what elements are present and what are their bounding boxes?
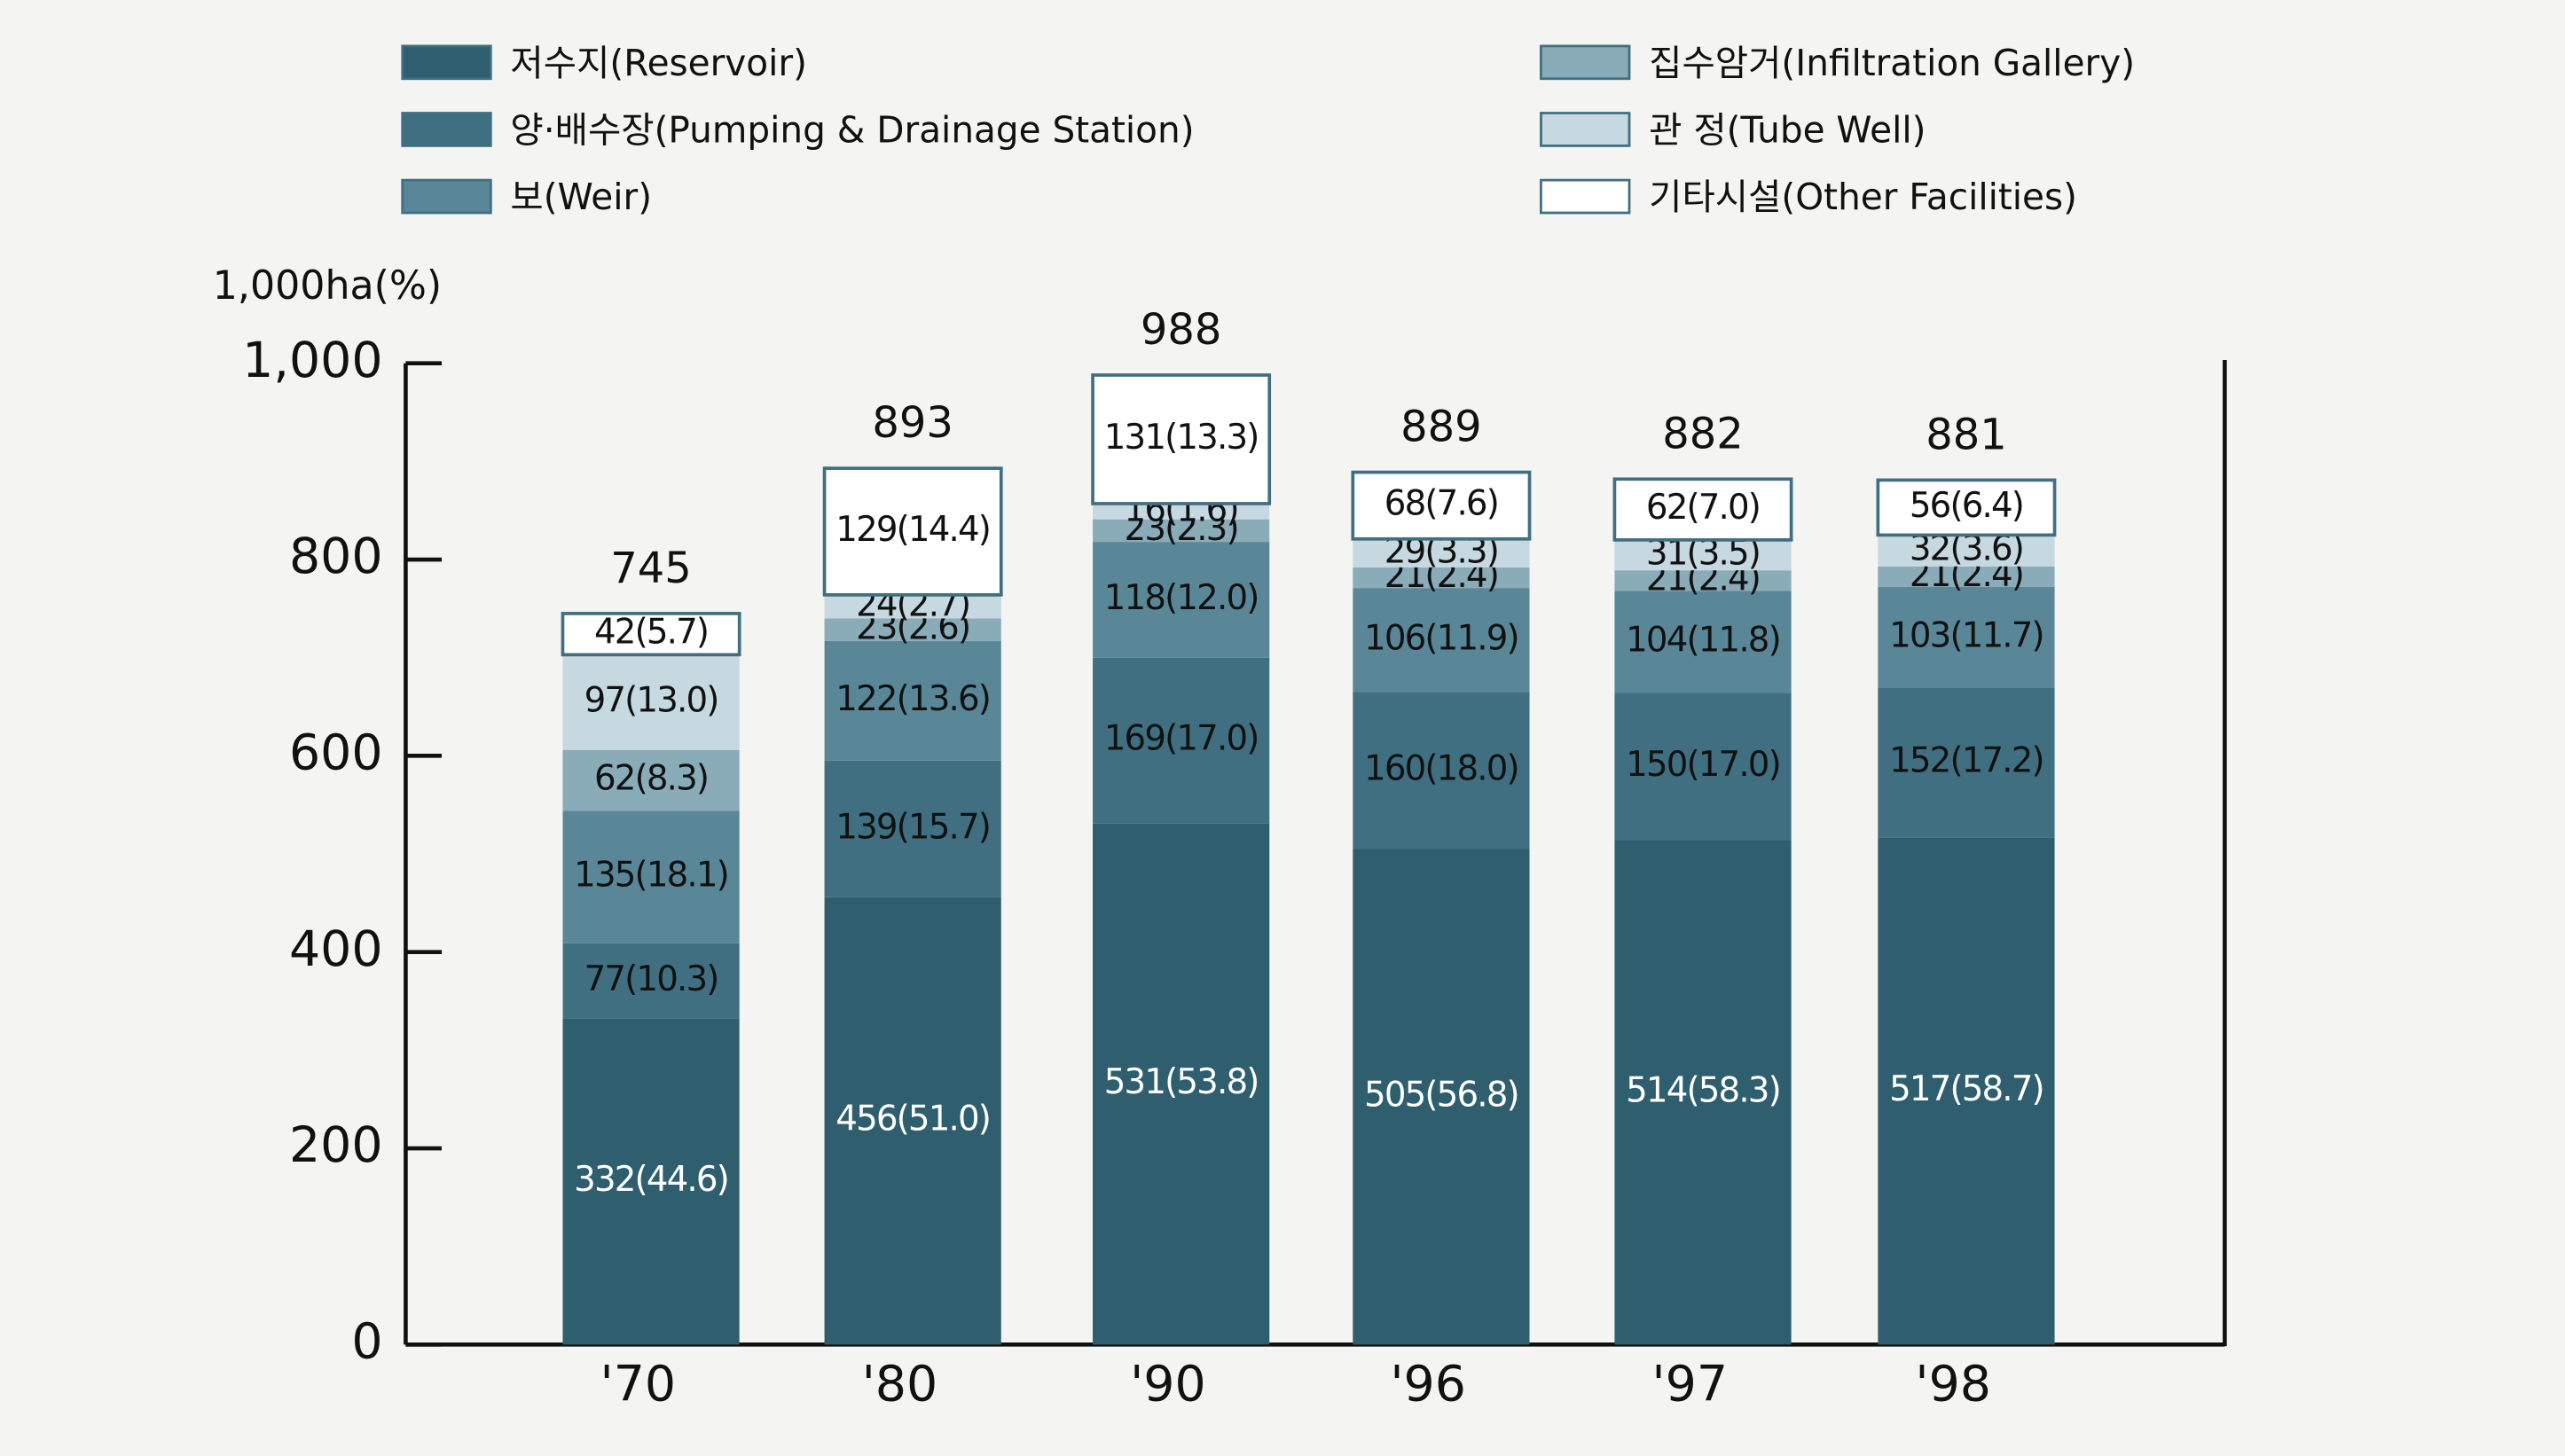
bar-segment xyxy=(562,1018,740,1345)
legend-swatch xyxy=(1540,44,1631,81)
y-axis-label: 1,000ha(%) xyxy=(213,263,442,309)
bar-segment xyxy=(824,896,1001,1345)
bar-segment xyxy=(1878,687,2055,838)
value-label: 42(5.7) xyxy=(594,613,708,653)
bar-segment xyxy=(1614,591,1792,693)
x-tick-label: '70 xyxy=(600,1356,676,1413)
value-label: 505(56.8) xyxy=(1364,1075,1518,1115)
y-tick-label: 1,000 xyxy=(242,333,382,389)
bar-segment xyxy=(1353,692,1530,849)
value-label: 77(10.3) xyxy=(584,959,718,999)
value-label: 160(18.0) xyxy=(1364,748,1518,788)
legend-swatch xyxy=(1540,112,1631,147)
bar-segment xyxy=(1614,570,1792,591)
bar-segment xyxy=(1093,519,1270,543)
value-label: 169(17.0) xyxy=(1104,719,1259,759)
x-tick-label: '97 xyxy=(1651,1356,1728,1413)
legend-label: 양·배수장(Pumping & Drainage Station) xyxy=(510,109,1194,152)
x-tick-label: '90 xyxy=(1130,1356,1206,1413)
bar-segment xyxy=(1878,837,2055,1345)
total-label: 882 xyxy=(1662,409,1744,458)
value-label: 62(8.3) xyxy=(594,759,708,799)
bar-segment xyxy=(1091,373,1272,505)
total-label: 988 xyxy=(1141,305,1222,355)
bar-segment xyxy=(824,640,1001,761)
total-label: 893 xyxy=(872,398,953,448)
value-label: 456(51.0) xyxy=(835,1100,990,1139)
legend-label: 집수암거(Infiltration Gallery) xyxy=(1649,42,2135,84)
legend-swatch xyxy=(1540,178,1631,215)
total-label: 745 xyxy=(610,544,692,593)
value-label: 97(13.0) xyxy=(584,681,718,721)
bar-segment xyxy=(1093,657,1270,824)
bar-segment xyxy=(1614,539,1792,571)
value-label: 139(15.7) xyxy=(835,807,990,847)
y-tick-label: 400 xyxy=(289,921,383,978)
bar-segment xyxy=(1093,542,1270,658)
bar-segment xyxy=(822,466,1003,597)
bar-segment xyxy=(824,618,1001,641)
bar-segment xyxy=(1093,503,1270,520)
value-label: 68(7.6) xyxy=(1384,484,1498,524)
value-label: 122(13.6) xyxy=(835,679,990,719)
total-label: 881 xyxy=(1926,410,2007,459)
bar-segment xyxy=(562,810,740,943)
value-label: 118(12.0) xyxy=(1104,578,1259,618)
legend-label: 관 정(Tube Well) xyxy=(1649,109,1926,152)
bar-segment xyxy=(562,654,740,750)
legend-swatch xyxy=(401,178,492,215)
bar-segment xyxy=(1612,477,1793,542)
bar-segment xyxy=(1876,478,2057,537)
total-label: 889 xyxy=(1400,403,1481,452)
y-tick-label: 800 xyxy=(289,528,383,585)
bar-segment xyxy=(1353,849,1530,1345)
bar-segment xyxy=(1878,566,2055,588)
bar-segment xyxy=(824,594,1001,619)
value-label: 104(11.8) xyxy=(1626,620,1780,660)
x-tick-label: '80 xyxy=(862,1356,938,1413)
value-label: 62(7.0) xyxy=(1646,488,1760,528)
bar-segment xyxy=(1353,538,1530,568)
bar-segment xyxy=(1353,588,1530,693)
bar-segment xyxy=(562,749,740,811)
value-label: 56(6.4) xyxy=(1910,486,2023,526)
y-tick-label: 200 xyxy=(289,1117,383,1174)
value-label: 152(17.2) xyxy=(1889,741,2043,781)
legend-label: 저수지(Reservoir) xyxy=(510,42,806,84)
bar-segment xyxy=(1353,567,1530,589)
legend-label: 보(Weir) xyxy=(510,176,652,218)
bar-segment xyxy=(1614,840,1792,1345)
bar-segment xyxy=(561,612,741,657)
y-tick-label: 0 xyxy=(351,1313,382,1370)
value-label: 150(17.0) xyxy=(1626,745,1780,785)
x-tick-label: '96 xyxy=(1390,1356,1466,1413)
y-tick-label: 600 xyxy=(289,724,383,781)
bar-segment xyxy=(562,943,740,1019)
value-label: 514(58.3) xyxy=(1626,1070,1780,1110)
value-label: 131(13.3) xyxy=(1104,418,1259,458)
value-label: 517(58.7) xyxy=(1889,1069,2043,1109)
bar-segment xyxy=(1614,693,1792,841)
bar-segment xyxy=(1878,587,2055,688)
legend-label: 기타시설(Other Facilities) xyxy=(1649,176,2077,218)
legend-swatch xyxy=(401,112,492,147)
value-label: 106(11.9) xyxy=(1364,618,1518,658)
value-label: 103(11.7) xyxy=(1889,616,2043,656)
bar-segment xyxy=(824,760,1001,897)
bar-segment xyxy=(1093,823,1270,1345)
value-label: 129(14.4) xyxy=(835,510,990,550)
legend-swatch xyxy=(401,44,492,81)
value-label: 332(44.6) xyxy=(574,1160,728,1200)
x-tick-label: '98 xyxy=(1915,1356,1991,1413)
bar-segment xyxy=(1351,470,1532,541)
value-label: 531(53.8) xyxy=(1104,1062,1259,1102)
bar-segment xyxy=(1878,535,2055,567)
value-label: 135(18.1) xyxy=(574,856,728,896)
